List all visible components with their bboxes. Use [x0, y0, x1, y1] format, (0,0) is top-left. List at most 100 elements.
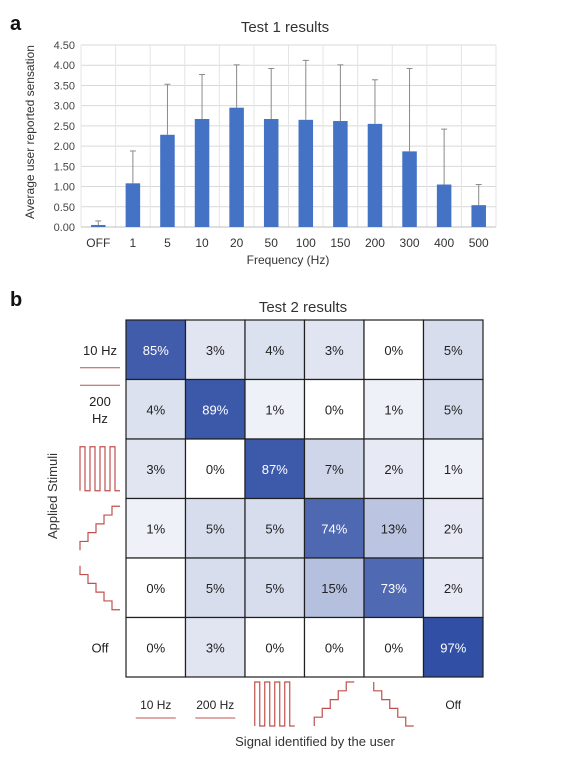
x-tick-label: 300: [400, 236, 420, 250]
row-labels: 10 Hz 200 Hz Off: [79, 343, 120, 655]
cell-value-label: 3%: [206, 640, 225, 655]
heatmap-cell: [125, 378, 187, 440]
cell-value-label: 15%: [321, 581, 347, 596]
bar: [194, 119, 210, 227]
cell-value-label: 5%: [206, 581, 225, 596]
x-tick-label: OFF: [86, 236, 110, 250]
heatmap-cell: [184, 438, 246, 500]
chart-title: Test 1 results: [241, 19, 329, 36]
column-labels: 10 Hz 200 Hz Off: [135, 681, 462, 727]
heatmap-cell: [422, 378, 484, 440]
row-label: Off: [91, 640, 108, 655]
heatmap-x-label: Signal identified by the user: [235, 734, 395, 749]
ascending-staircase-icon: [79, 505, 120, 551]
x-tick-label: 100: [296, 236, 316, 250]
bar: [125, 183, 141, 227]
row-label: 10 Hz: [83, 343, 117, 358]
heatmap-cell: [125, 438, 187, 500]
heatmap-cell: [184, 557, 246, 619]
heatmap-cell: [244, 497, 306, 559]
cell-value-label: 2%: [444, 521, 463, 536]
y-tick-label: 3.50: [54, 80, 75, 92]
bars: [91, 59, 486, 227]
bar: [436, 184, 452, 227]
x-tick-label: 150: [330, 236, 350, 250]
cell-value-label: 1%: [146, 521, 165, 536]
cell-value-label: 4%: [265, 343, 284, 358]
grid-lines: [80, 44, 497, 228]
y-tick-label: 1.50: [54, 161, 75, 173]
heatmap-cell: [363, 557, 425, 619]
cell-value-label: 4%: [146, 402, 165, 417]
y-tick-label: 1.00: [54, 182, 75, 194]
panel-label-a: a: [10, 13, 22, 35]
heatmap-cell: [363, 616, 425, 678]
cell-value-label: 89%: [202, 402, 228, 417]
cell-value-label: 3%: [206, 343, 225, 358]
descending-staircase-icon: [79, 565, 120, 611]
cell-value-label: 3%: [325, 343, 344, 358]
cell-value-label: 0%: [146, 640, 165, 655]
y-tick-label: 2.00: [54, 141, 75, 153]
y-tick-label: 0.00: [54, 222, 75, 234]
heatmap-cell: [244, 378, 306, 440]
bar: [367, 123, 383, 227]
cell-value-label: 1%: [265, 402, 284, 417]
heatmap-cell: [303, 557, 365, 619]
descending-staircase-icon: [373, 682, 414, 727]
cell-value-label: 87%: [262, 462, 288, 477]
y-tick-label: 2.50: [54, 121, 75, 133]
cell-value-label: 0%: [325, 402, 344, 417]
x-tick-label: 400: [434, 236, 454, 250]
cell-value-label: 0%: [325, 640, 344, 655]
cell-value-label: 0%: [206, 462, 225, 477]
cell-value-label: 13%: [381, 521, 407, 536]
column-label: 10 Hz: [140, 698, 171, 712]
heatmap-cell: [303, 319, 365, 381]
cell-value-label: 7%: [325, 462, 344, 477]
heatmap-cell: [422, 319, 484, 381]
ascending-staircase-icon: [313, 681, 355, 726]
cell-value-label: 3%: [146, 462, 165, 477]
y-tick-label: 0.50: [54, 202, 75, 214]
row-label: Hz: [92, 411, 108, 426]
x-tick-label: 50: [265, 236, 279, 250]
column-label: 200 Hz: [196, 698, 234, 712]
x-tick-label: 500: [469, 236, 489, 250]
heatmap-cell: [422, 497, 484, 559]
heatmap-cell: [244, 616, 306, 678]
heatmap-cell: [422, 616, 484, 678]
x-tick-labels: OFF 1 5 10 20 50 100 150 200 300 400 500: [86, 236, 489, 250]
cell-value-label: 0%: [384, 343, 403, 358]
y-axis-label: Average user reported sensation: [23, 45, 37, 219]
cell-value-label: 1%: [384, 402, 403, 417]
bar: [333, 121, 348, 227]
bar: [229, 107, 244, 227]
panel-label-b: b: [10, 289, 22, 311]
heatmap-cell: [125, 616, 187, 678]
bar: [91, 224, 106, 227]
bar: [160, 134, 175, 227]
square-wave-icon: [254, 681, 295, 727]
heatmap-cell: [184, 616, 246, 678]
heatmap-cell: [422, 438, 484, 500]
cell-value-label: 0%: [146, 581, 165, 596]
cell-value-label: 0%: [384, 640, 403, 655]
cell-value-label: 2%: [384, 462, 403, 477]
cell-value-label: 97%: [440, 640, 466, 655]
x-axis-label: Frequency (Hz): [247, 253, 330, 267]
cell-value-label: 5%: [206, 521, 225, 536]
bar: [298, 119, 314, 227]
bar-chart: Test 1 results 0.00 0.50 1.00 1.50 2.00 2.50 3…: [23, 19, 497, 267]
heatmap-cell: [303, 378, 365, 440]
x-tick-label: 200: [365, 236, 385, 250]
bar: [263, 119, 279, 227]
column-label: Off: [445, 698, 461, 712]
bar: [402, 151, 417, 227]
cell-value-label: 2%: [444, 581, 463, 596]
cell-value-label: 1%: [444, 462, 463, 477]
heatmap-y-label: Applied Stimuli: [45, 453, 60, 539]
cell-value-label: 0%: [265, 640, 284, 655]
cell-value-label: 85%: [143, 343, 169, 358]
